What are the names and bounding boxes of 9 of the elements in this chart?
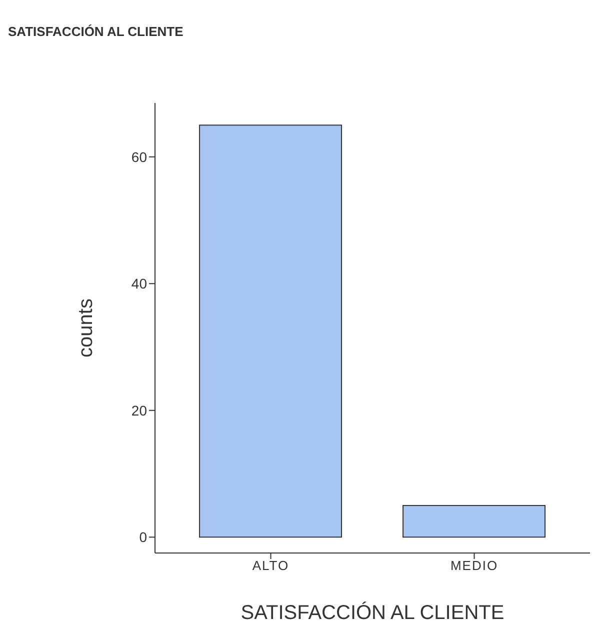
x-tick-label: MEDIO	[450, 558, 498, 574]
y-axis-title: counts	[75, 298, 98, 358]
chart-title: SATISFACCIÓN AL CLIENTE	[8, 24, 184, 39]
x-tick-label: ALTO	[252, 558, 290, 574]
y-tick-label: 40	[131, 276, 148, 292]
y-tick-label: 0	[139, 529, 148, 546]
y-tick-label: 20	[131, 402, 148, 418]
y-tick-label: 60	[131, 148, 148, 165]
x-axis-title: SATISFACCIÓN AL CLIENTE	[240, 601, 504, 624]
